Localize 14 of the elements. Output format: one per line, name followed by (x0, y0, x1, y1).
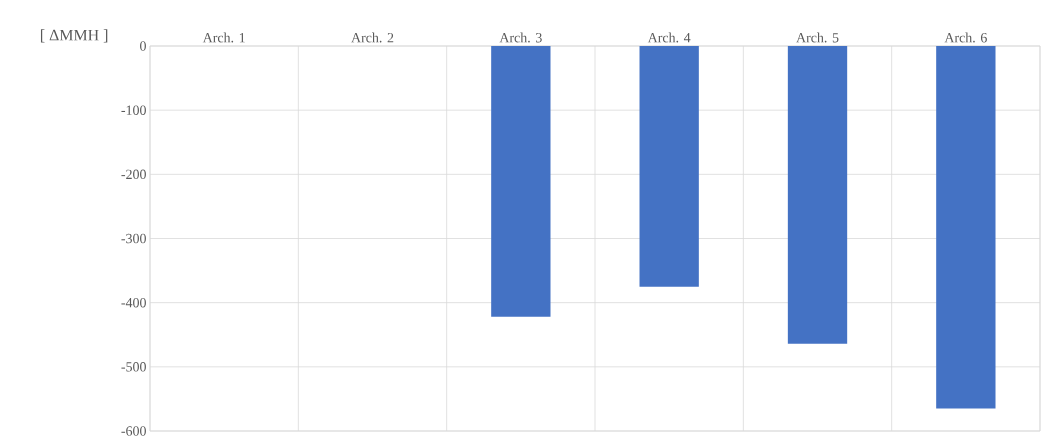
y-tick-label: 0 (140, 41, 146, 51)
x-tick-label: Arch. 3 (499, 32, 542, 43)
x-tick-label: Arch. 6 (944, 32, 987, 43)
y-tick-label: -400 (121, 297, 146, 308)
y-tick-label: -300 (121, 233, 146, 244)
x-tick-label: Arch. 5 (796, 32, 839, 43)
y-tick-label: -600 (121, 426, 146, 436)
y-tick-label: -500 (121, 362, 146, 372)
x-tick-label: Arch. 4 (647, 32, 691, 43)
y-tick-label: -200 (121, 169, 146, 180)
x-tick-label: Arch. 2 (351, 32, 394, 43)
y-tick-label: -100 (121, 105, 146, 115)
x-tick-label: Arch. 1 (202, 32, 245, 43)
y-axis-title: [ ΔMMH ] (40, 29, 108, 43)
